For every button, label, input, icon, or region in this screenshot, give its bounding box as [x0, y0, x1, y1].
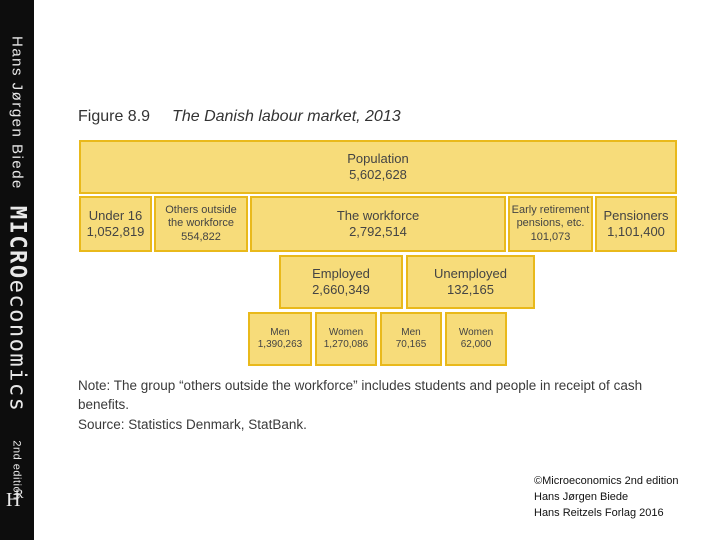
pensioners-value: 1,101,400 [607, 224, 665, 239]
unemployed-women-value: 62,000 [460, 339, 492, 350]
population-value: 5,602,628 [349, 167, 407, 182]
figure-title: The Danish labour market, 2013 [172, 108, 401, 125]
svg-text:R: R [15, 486, 24, 501]
credits-line-2: Hans Jørgen Biede [534, 491, 629, 503]
unemployed-men-value: 70,165 [395, 339, 427, 350]
early-retirement-value: 101,073 [530, 230, 571, 243]
under16-box: Under 16 1,052,819 [79, 196, 152, 252]
population-label: Population [347, 151, 409, 167]
unemployed-box: Unemployed 132,165 [406, 255, 535, 309]
unemployed-label: Unemployed [434, 266, 507, 282]
under16-value: 1,052,819 [86, 224, 145, 239]
figure-caption: Figure 8.9 The Danish labour market, 2013 [78, 108, 401, 126]
book-spine: Hans Jørgen Biede MICROeconomics 2nd edi… [0, 0, 34, 540]
others-value: 554,822 [181, 230, 221, 243]
others-label-2: the workforce [167, 217, 235, 230]
unemployed-value: 132,165 [447, 282, 494, 297]
spine-text: Hans Jørgen Biede MICROeconomics 2nd edi… [5, 36, 30, 500]
employed-value: 2,660,349 [312, 282, 370, 297]
spine-title: MICROeconomics [5, 206, 30, 412]
employed-men-value: 1,390,263 [257, 339, 303, 350]
employed-men-box: Men 1,390,263 [248, 312, 312, 366]
employed-women-value: 1,270,086 [323, 339, 369, 350]
figure-number: Figure 8.9 [78, 108, 151, 125]
early-retirement-label-1: Early retirement [511, 204, 590, 217]
employed-label: Employed [312, 266, 370, 282]
under16-label: Under 16 [88, 208, 143, 224]
others-label-1: Others outside [165, 204, 237, 217]
employed-women-label: Women [328, 327, 364, 338]
credits-line-1: ©Microeconomics 2nd edition [534, 475, 679, 487]
pensioners-label: Pensioners [603, 208, 669, 224]
spine-title-bold: MICRO [4, 205, 30, 280]
workforce-value: 2,792,514 [349, 224, 407, 239]
figure-source: Source: Statistics Denmark, StatBank. [78, 417, 307, 432]
others-box: Others outside the workforce 554,822 [154, 196, 248, 252]
early-retirement-box: Early retirement pensions, etc. 101,073 [508, 196, 593, 252]
employed-women-box: Women 1,270,086 [315, 312, 377, 366]
unemployed-men-box: Men 70,165 [380, 312, 442, 366]
spine-title-rest: economics [4, 279, 30, 413]
figure-note: Note: The group “others outside the work… [78, 378, 643, 412]
population-box: Population 5,602,628 [79, 140, 677, 194]
workforce-box: The workforce 2,792,514 [250, 196, 506, 252]
unemployed-women-box: Women 62,000 [445, 312, 507, 366]
employed-box: Employed 2,660,349 [279, 255, 403, 309]
pensioners-box: Pensioners 1,101,400 [595, 196, 677, 252]
credits-line-3: Hans Reitzels Forlag 2016 [534, 507, 664, 519]
early-retirement-label-2: pensions, etc. [516, 217, 585, 230]
publisher-logo: H R [5, 482, 29, 512]
employed-men-label: Men [270, 327, 290, 338]
spine-author: Hans Jørgen Biede [8, 36, 26, 190]
unemployed-women-label: Women [458, 327, 494, 338]
copyright-credits: ©Microeconomics 2nd edition Hans Jørgen … [534, 473, 678, 521]
unemployed-men-label: Men [401, 327, 421, 338]
svg-text:H: H [6, 489, 20, 511]
workforce-label: The workforce [336, 208, 420, 224]
